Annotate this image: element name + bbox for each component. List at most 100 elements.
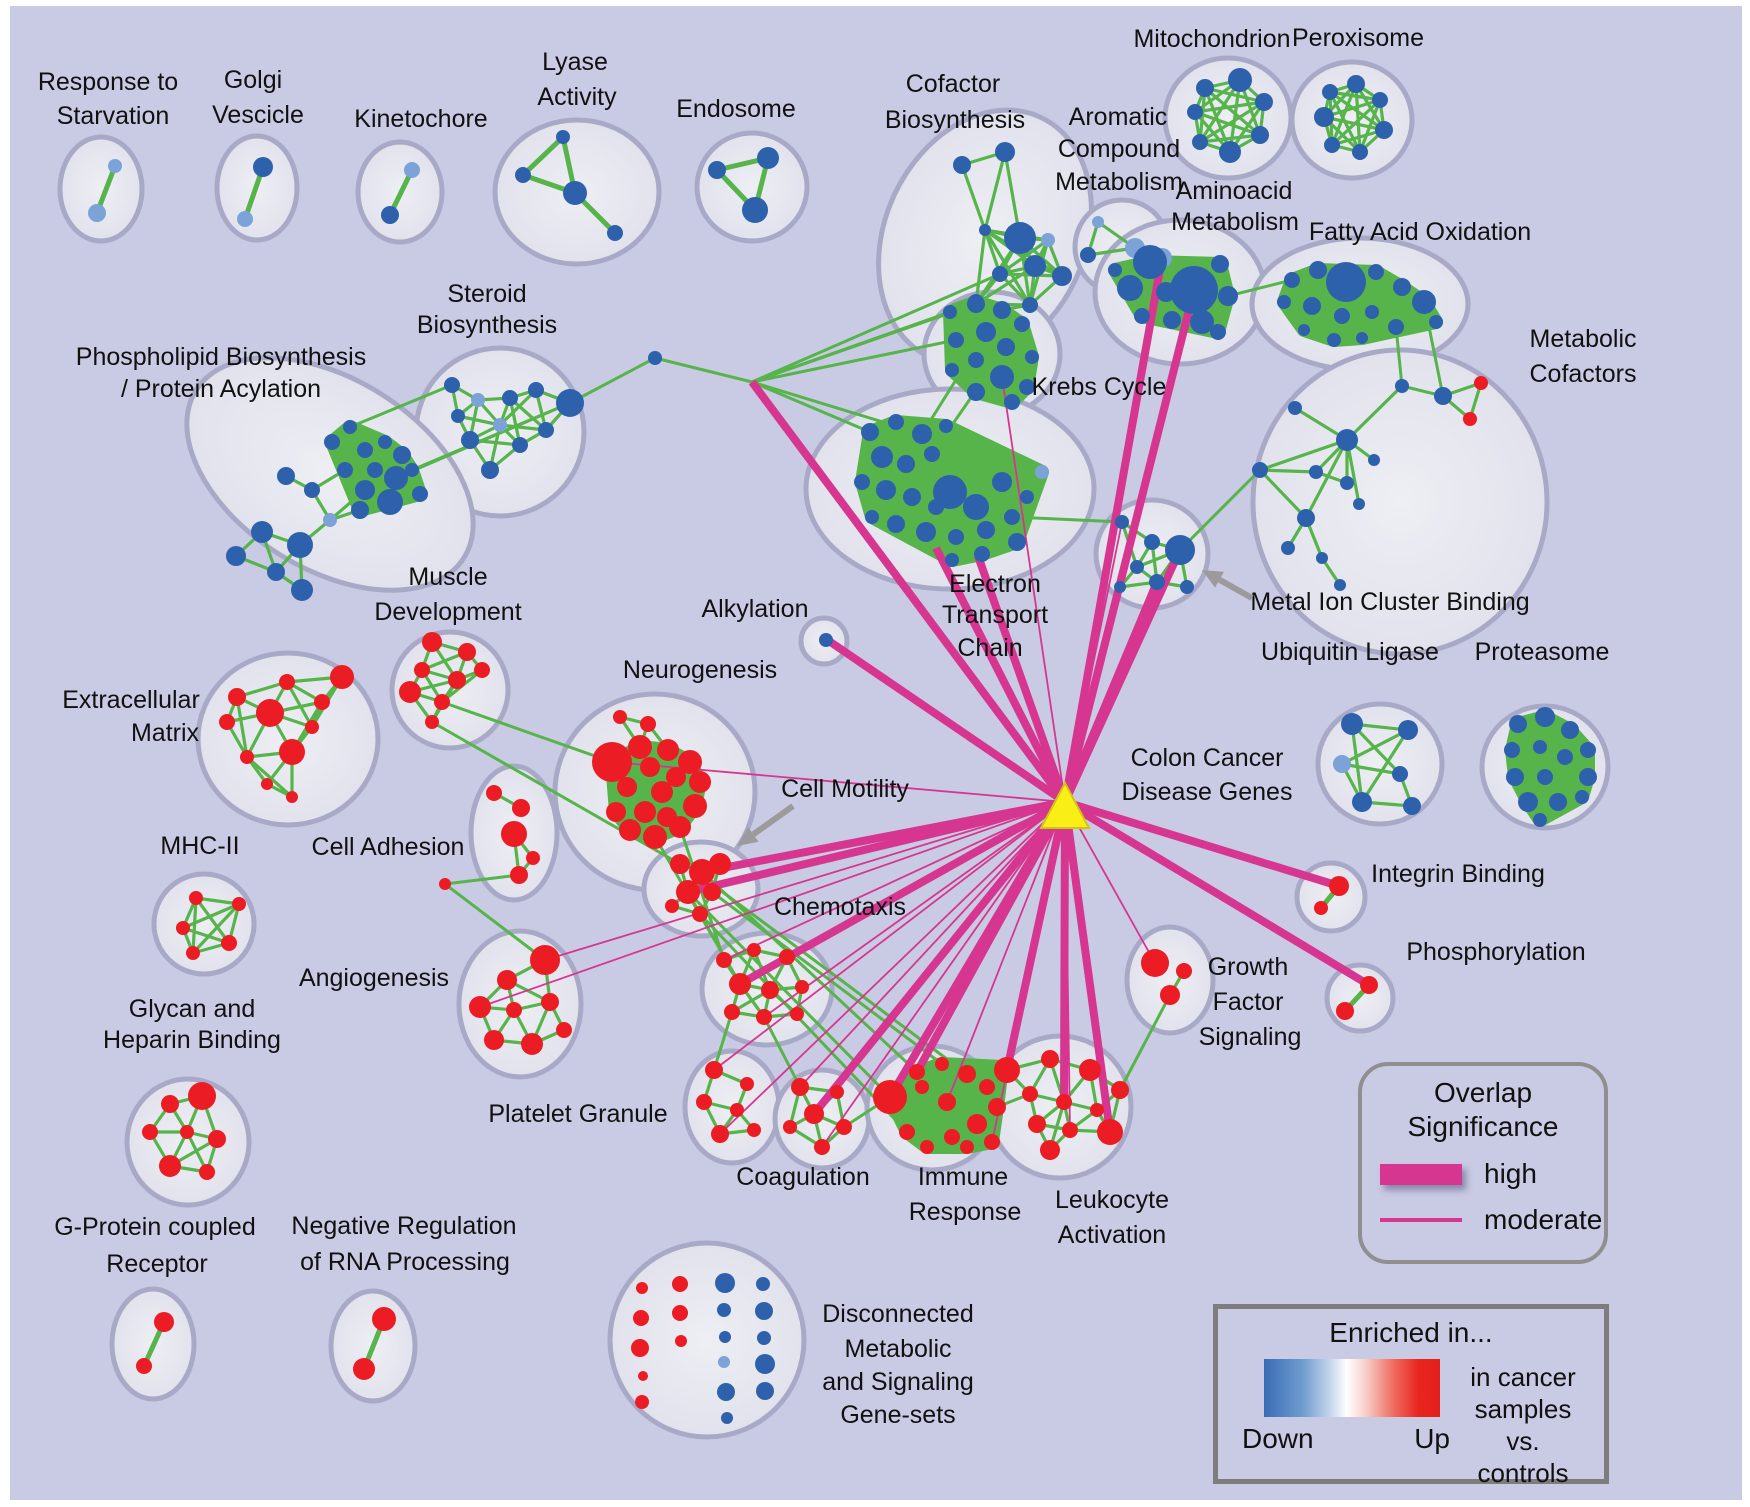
gene-set-node[interactable] [1580,742,1596,758]
gene-set-node[interactable] [1022,1086,1038,1102]
gene-set-node[interactable] [988,1098,1006,1116]
gene-set-node[interactable] [1297,509,1315,527]
gene-set-node[interactable] [747,1123,761,1137]
gene-set-node[interactable] [1360,976,1378,994]
gene-set-node[interactable] [1284,272,1300,288]
gene-set-node[interactable] [724,1004,740,1020]
gene-set-node[interactable] [1316,552,1328,564]
gene-set-node[interactable] [154,1312,174,1332]
gene-set-node[interactable] [718,1356,730,1368]
gene-set-node[interactable] [657,739,679,761]
gene-set-node[interactable] [974,546,990,562]
gene-set-node[interactable] [474,662,490,678]
gene-set-node[interactable] [814,1139,830,1155]
gene-set-node[interactable] [1509,715,1527,733]
gene-set-node[interactable] [189,891,203,905]
gene-set-node[interactable] [1080,247,1096,263]
gene-set-node[interactable] [1115,515,1129,529]
gene-set-node[interactable] [648,351,662,365]
gene-set-node[interactable] [277,467,295,485]
gene-set-node[interactable] [188,1082,216,1110]
gene-set-node[interactable] [944,1129,960,1145]
gene-set-node[interactable] [481,461,499,479]
gene-set-node[interactable] [903,488,921,506]
gene-set-node[interactable] [381,206,399,224]
gene-set-node[interactable] [912,424,932,444]
gene-set-node[interactable] [1117,275,1143,301]
gene-set-node[interactable] [715,1273,735,1293]
gene-set-node[interactable] [984,1134,1000,1150]
overlap-edge-high[interactable] [1061,257,1166,803]
gene-set-node[interactable] [1035,465,1049,479]
gene-set-node[interactable] [935,1057,949,1071]
gene-set-node[interactable] [1160,985,1180,1005]
gene-set-node[interactable] [279,739,305,765]
gene-set-node[interactable] [897,455,915,473]
gene-set-node[interactable] [607,225,623,241]
gene-set-node[interactable] [486,785,502,801]
gene-set-node[interactable] [666,767,686,787]
gene-set-node[interactable] [287,532,313,558]
gene-set-node[interactable] [742,197,768,223]
gene-set-node[interactable] [351,501,369,519]
gene-set-node[interactable] [819,633,833,647]
gene-set-node[interactable] [967,1114,987,1134]
gene-set-node[interactable] [939,419,953,433]
gene-set-node[interactable] [1079,1059,1101,1081]
gene-set-node[interactable] [628,735,652,759]
gene-set-node[interactable] [1252,462,1268,478]
gene-set-node[interactable] [330,665,354,689]
gene-set-node[interactable] [675,1335,687,1347]
gene-set-node[interactable] [240,750,254,764]
gene-set-node[interactable] [755,1302,773,1320]
gene-set-node[interactable] [854,474,870,490]
gene-set-node[interactable] [384,466,408,490]
gene-set-node[interactable] [990,365,1014,389]
gene-set-node[interactable] [404,162,420,178]
overlap-edge-high[interactable] [823,635,1068,806]
gene-set-node[interactable] [933,475,967,509]
gene-set-node[interactable] [979,1079,995,1095]
gene-set-node[interactable] [399,681,421,703]
gene-set-node[interactable] [861,423,879,441]
gene-set-node[interactable] [1341,713,1363,735]
gene-set-node[interactable] [804,1104,824,1124]
gene-set-node[interactable] [199,1164,215,1180]
overlap-edge-high[interactable] [932,546,1069,804]
gene-set-node[interactable] [1255,93,1273,111]
gene-set-node[interactable] [1322,84,1338,100]
gene-set-node[interactable] [1108,263,1122,277]
overlap-edge-moderate[interactable] [719,801,1066,1135]
gene-set-node[interactable] [657,807,677,827]
gene-set-node[interactable] [979,224,991,236]
gene-set-node[interactable] [945,363,959,377]
gene-set-node[interactable] [1309,261,1327,279]
gene-set-node[interactable] [968,352,984,368]
gene-set-node[interactable] [915,1080,929,1094]
gene-set-node[interactable] [1211,255,1229,273]
overlap-edge-moderate[interactable] [799,801,1066,1088]
gene-set-node[interactable] [512,437,528,453]
gene-set-node[interactable] [640,716,656,732]
gene-set-node[interactable] [592,742,632,782]
gene-set-node[interactable] [228,688,246,706]
gene-set-node[interactable] [1356,332,1368,344]
gene-set-node[interactable] [692,906,708,922]
overlap-edge-high[interactable] [1061,548,1184,804]
overlap-edge-high[interactable] [1003,801,1069,1071]
gene-set-node[interactable] [873,1080,907,1114]
gene-set-node[interactable] [619,819,641,841]
gene-set-node[interactable] [643,825,667,849]
gene-set-node[interactable] [747,943,761,957]
gene-set-node[interactable] [1352,144,1368,160]
gene-set-node[interactable] [304,482,320,498]
gene-set-node[interactable] [353,1358,375,1380]
gene-set-node[interactable] [1288,401,1302,415]
gene-set-node[interactable] [719,1331,731,1343]
gene-set-node[interactable] [1090,1103,1104,1117]
gene-set-node[interactable] [1314,901,1328,915]
gene-set-node[interactable] [367,462,383,478]
gene-set-node[interactable] [337,462,353,478]
gene-set-node[interactable] [709,853,731,875]
gene-set-node[interactable] [1434,387,1452,405]
